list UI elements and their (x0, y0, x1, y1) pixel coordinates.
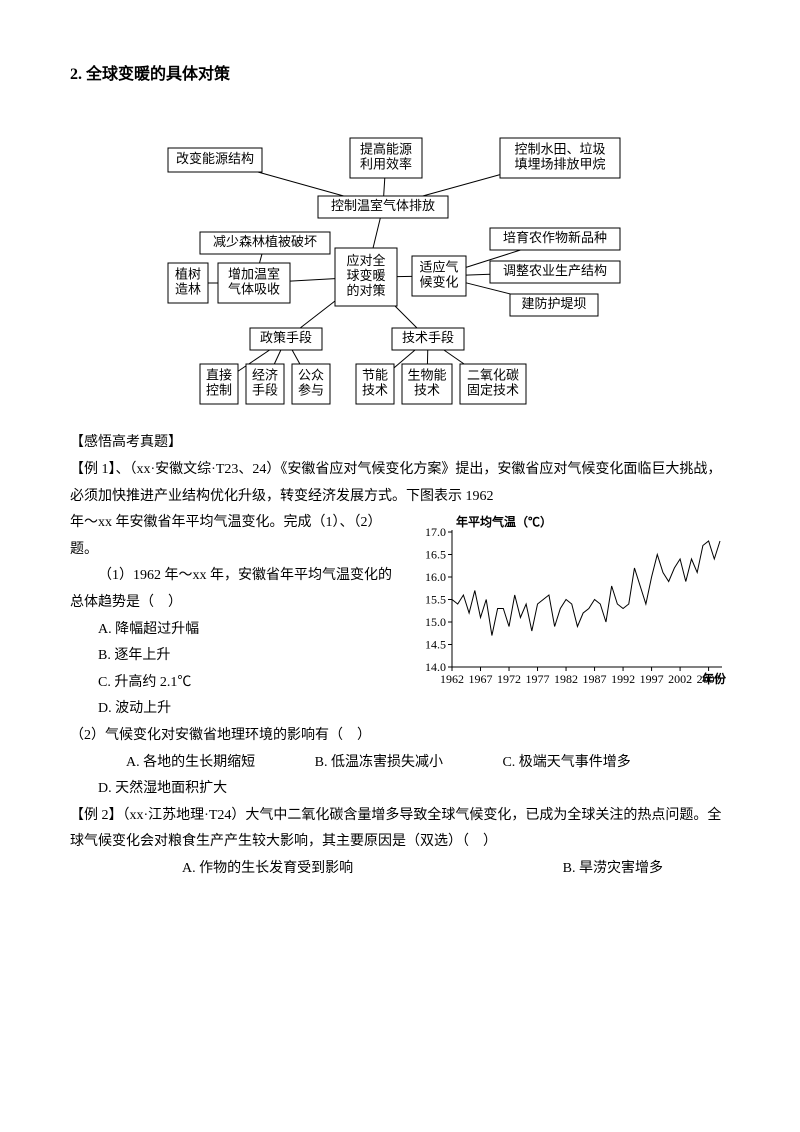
svg-text:15.5: 15.5 (425, 593, 446, 607)
q2-option-b: B. 低温冻害损失减小 (287, 750, 443, 777)
svg-text:1987: 1987 (583, 672, 607, 686)
svg-text:气体吸收: 气体吸收 (228, 282, 280, 297)
svg-text:建防护堤坝: 建防护堤坝 (521, 296, 586, 311)
svg-text:球变暖: 球变暖 (346, 268, 385, 283)
svg-text:控制温室气体排放: 控制温室气体排放 (331, 198, 435, 213)
svg-text:应对全: 应对全 (346, 253, 385, 268)
svg-text:固定技术: 固定技术 (467, 383, 519, 398)
svg-text:利用效率: 利用效率 (360, 157, 412, 172)
svg-text:的对策: 的对策 (346, 283, 385, 298)
svg-text:年平均气温（℃）: 年平均气温（℃） (456, 514, 552, 529)
svg-text:17.0: 17.0 (425, 525, 446, 539)
svg-text:1972: 1972 (497, 672, 521, 686)
svg-text:经济: 经济 (252, 368, 278, 383)
svg-text:技术: 技术 (414, 383, 440, 398)
svg-text:14.5: 14.5 (425, 638, 446, 652)
svg-text:16.0: 16.0 (425, 570, 446, 584)
exam-section-label: 【感悟高考真题】 (70, 430, 730, 457)
temperature-chart: 年平均气温（℃）14.014.515.015.516.016.517.01962… (410, 514, 730, 689)
svg-text:1997: 1997 (640, 672, 664, 686)
strategies-diagram: 改变能源结构 提高能源利用效率 控制水田、垃圾填埋场排放甲烷控制温室气体排放减少森林… (160, 108, 640, 418)
svg-text:植树: 植树 (175, 267, 201, 282)
svg-text:直接: 直接 (206, 368, 232, 383)
svg-text:技术手段: 技术手段 (402, 330, 454, 345)
svg-text:控制: 控制 (206, 383, 232, 398)
svg-text:技术: 技术 (362, 383, 388, 398)
svg-text:二氧化碳: 二氧化碳 (467, 368, 519, 383)
ex2-option-b: B. 旱涝灾害增多 (507, 856, 663, 883)
svg-text:减少森林植被破坏: 减少森林植被破坏 (213, 234, 317, 249)
svg-text:参与: 参与 (298, 383, 324, 398)
section-heading: 2. 全球变暖的具体对策 (70, 60, 730, 90)
svg-text:调整农业生产结构: 调整农业生产结构 (503, 263, 607, 278)
svg-text:年份: 年份 (702, 671, 727, 686)
ex2-option-a: A. 作物的生长发育受到影响 (126, 856, 353, 883)
svg-text:公众: 公众 (298, 368, 324, 383)
svg-text:16.5: 16.5 (425, 548, 446, 562)
svg-text:候变化: 候变化 (419, 275, 458, 290)
q2-option-d: D. 天然湿地面积扩大 (70, 776, 227, 803)
svg-text:2002: 2002 (668, 672, 692, 686)
svg-text:改变能源结构: 改变能源结构 (176, 151, 254, 166)
ex2-options: A. 作物的生长发育受到影响 B. 旱涝灾害增多 (70, 856, 730, 883)
svg-text:手段: 手段 (252, 383, 278, 398)
q1-option-d: D. 波动上升 (70, 696, 730, 723)
svg-text:填埋场排放甲烷: 填埋场排放甲烷 (514, 157, 605, 172)
svg-text:15.0: 15.0 (425, 615, 446, 629)
svg-text:控制水田、垃圾: 控制水田、垃圾 (514, 142, 605, 157)
q2-option-c: C. 极端天气事件增多 (474, 750, 630, 777)
example2-intro: 【例 2】（xx·江苏地理·T24）大气中二氧化碳含量增多导致全球气候变化，已成… (70, 803, 730, 856)
q2-option-a: A. 各地的生长期缩短 (98, 750, 255, 777)
svg-text:生物能: 生物能 (407, 368, 446, 383)
svg-text:提高能源: 提高能源 (360, 142, 412, 157)
svg-text:1992: 1992 (611, 672, 635, 686)
svg-text:增加温室: 增加温室 (228, 267, 280, 282)
svg-text:培育农作物新品种: 培育农作物新品种 (503, 230, 607, 245)
question-2: （2）气候变化对安徽省地理环境的影响有（ ） (70, 723, 730, 750)
svg-text:1962: 1962 (440, 672, 464, 686)
svg-text:造林: 造林 (175, 282, 201, 297)
svg-text:节能: 节能 (362, 368, 388, 383)
svg-text:适应气: 适应气 (419, 260, 458, 275)
svg-text:1977: 1977 (526, 672, 550, 686)
q2-options: A. 各地的生长期缩短 B. 低温冻害损失减小 C. 极端天气事件增多 D. 天… (70, 750, 730, 803)
svg-text:1982: 1982 (554, 672, 578, 686)
svg-text:1967: 1967 (469, 672, 493, 686)
example1-intro: 【例 1】、（xx·安徽文综·T23、24）《安徽省应对气候变化方案》提出，安徽… (70, 457, 730, 510)
svg-text:政策手段: 政策手段 (260, 330, 312, 345)
